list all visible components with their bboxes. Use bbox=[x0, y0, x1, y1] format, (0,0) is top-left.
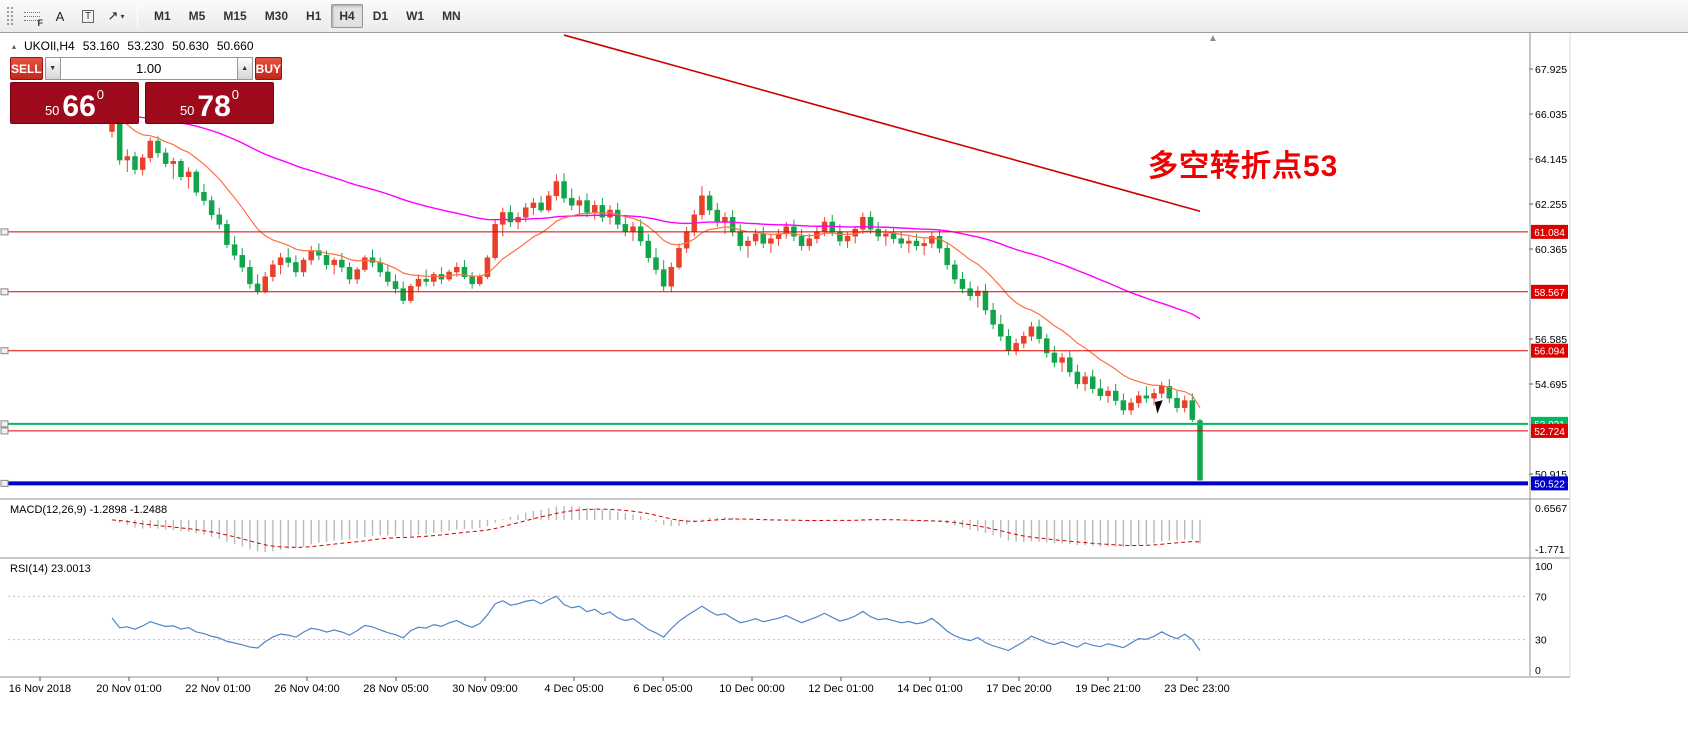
volume-input[interactable] bbox=[60, 57, 237, 80]
svg-text:0.6567: 0.6567 bbox=[1535, 503, 1567, 515]
buy-price-pipette: 0 bbox=[231, 87, 240, 102]
svg-text:52.724: 52.724 bbox=[1534, 427, 1565, 438]
svg-text:17 Dec 20:00: 17 Dec 20:00 bbox=[986, 683, 1051, 695]
horizontal-price-lines[interactable] bbox=[0, 228, 1528, 487]
rsi-label: RSI(14) 23.0013 bbox=[10, 563, 91, 575]
symbol-period: UKOIl,H4 bbox=[24, 39, 75, 53]
volume-decrease-button[interactable]: ▼ bbox=[44, 57, 61, 80]
toolbar: F A T ↗ ▾ M1 M5 M15 M30 H1 H4 D1 W1 MN bbox=[0, 0, 1688, 33]
buy-price-display[interactable]: 50 78 0 bbox=[145, 82, 274, 124]
sell-button[interactable]: SELL bbox=[10, 57, 43, 80]
text-label-tool-button[interactable]: T bbox=[75, 3, 101, 29]
text-tool-button[interactable]: A bbox=[47, 3, 73, 29]
timeframe-toolbar: M1 M5 M15 M30 H1 H4 D1 W1 MN bbox=[145, 4, 470, 28]
arrows-tool-button[interactable]: ↗ ▾ bbox=[103, 3, 129, 29]
svg-text:0: 0 bbox=[1535, 665, 1541, 677]
svg-text:50.522: 50.522 bbox=[1534, 479, 1565, 490]
dropdown-caret-icon: ▾ bbox=[120, 11, 125, 21]
one-click-trading-panel: SELL ▼ ▲ BUY 50 66 0 50 78 0 bbox=[10, 57, 283, 124]
timeframe-button-m1[interactable]: M1 bbox=[154, 9, 171, 23]
moving-averages bbox=[111, 111, 1201, 409]
svg-text:58.567: 58.567 bbox=[1534, 288, 1565, 299]
macd-label: MACD(12,26,9) -1.2898 -1.2488 bbox=[10, 504, 168, 516]
ohlc-low: 50.630 bbox=[172, 39, 209, 53]
descending-trendline[interactable] bbox=[563, 34, 1201, 213]
svg-text:62.255: 62.255 bbox=[1535, 199, 1567, 211]
svg-text:70: 70 bbox=[1535, 591, 1547, 603]
svg-text:16 Nov 2018: 16 Nov 2018 bbox=[9, 683, 71, 695]
fibonacci-tool-button[interactable]: F bbox=[19, 3, 45, 29]
ohlc-high: 53.230 bbox=[127, 39, 165, 53]
sell-price-big: 66 bbox=[62, 89, 96, 123]
svg-text:61.084: 61.084 bbox=[1534, 228, 1565, 239]
svg-text:26 Nov 04:00: 26 Nov 04:00 bbox=[274, 683, 339, 695]
svg-text:4 Dec 05:00: 4 Dec 05:00 bbox=[544, 683, 603, 695]
fibonacci-icon: F bbox=[24, 9, 43, 28]
volume-stepper: ▼ ▲ bbox=[44, 57, 253, 80]
svg-text:20 Nov 01:00: 20 Nov 01:00 bbox=[96, 683, 161, 695]
sell-price-display[interactable]: 50 66 0 bbox=[10, 82, 139, 124]
svg-text:54.695: 54.695 bbox=[1535, 379, 1567, 391]
buy-price-small: 50 bbox=[179, 103, 195, 119]
svg-text:14 Dec 01:00: 14 Dec 01:00 bbox=[897, 683, 962, 695]
svg-text:30 Nov 09:00: 30 Nov 09:00 bbox=[452, 683, 517, 695]
svg-text:6 Dec 05:00: 6 Dec 05:00 bbox=[633, 683, 692, 695]
ohlc-open: 53.160 bbox=[82, 39, 120, 53]
arrow-icon: ↗ bbox=[107, 8, 119, 23]
candlestick-series bbox=[109, 96, 1203, 481]
text-icon: A bbox=[55, 8, 65, 24]
svg-text:10 Dec 00:00: 10 Dec 00:00 bbox=[719, 683, 784, 695]
svg-text:23 Dec 23:00: 23 Dec 23:00 bbox=[1164, 683, 1229, 695]
svg-text:-1.771: -1.771 bbox=[1535, 544, 1565, 556]
timeframe-button-h4[interactable]: H4 bbox=[331, 4, 363, 28]
buy-button[interactable]: BUY bbox=[254, 57, 283, 80]
symbol-marker-icon: ▴ bbox=[12, 41, 17, 51]
toolbar-separator bbox=[137, 5, 138, 27]
timeframe-button-d1[interactable]: D1 bbox=[372, 9, 389, 23]
sell-price-small: 50 bbox=[44, 103, 60, 119]
ohlc-close: 50.660 bbox=[216, 39, 254, 53]
timeframe-button-m30[interactable]: M30 bbox=[264, 9, 289, 23]
volume-increase-button[interactable]: ▲ bbox=[236, 57, 253, 80]
svg-text:12 Dec 01:00: 12 Dec 01:00 bbox=[808, 683, 873, 695]
svg-text:56.094: 56.094 bbox=[1534, 347, 1565, 358]
svg-text:67.925: 67.925 bbox=[1535, 64, 1567, 76]
svg-text:100: 100 bbox=[1535, 561, 1553, 573]
svg-text:30: 30 bbox=[1535, 635, 1547, 647]
time-axis[interactable]: 16 Nov 2018 20 Nov 01:00 22 Nov 01:00 26 No… bbox=[9, 677, 1230, 695]
svg-text:28 Nov 05:00: 28 Nov 05:00 bbox=[363, 683, 428, 695]
svg-text:56.585: 56.585 bbox=[1535, 334, 1567, 346]
svg-text:22 Nov 01:00: 22 Nov 01:00 bbox=[185, 683, 250, 695]
rsi-indicator-window: 100 70 30 0 bbox=[8, 561, 1553, 677]
chart-ohlc-title: ▴ UKOIl,H4 53.160 53.230 50.630 50.660 bbox=[12, 39, 254, 53]
timeframe-button-h1[interactable]: H1 bbox=[306, 9, 322, 23]
chart-plot-area[interactable] bbox=[0, 33, 1570, 676]
chart-shift-marker-icon[interactable]: ▲ bbox=[1208, 33, 1218, 44]
svg-text:60.365: 60.365 bbox=[1535, 244, 1567, 256]
panel-dividers[interactable] bbox=[0, 33, 1571, 678]
sell-price-pipette: 0 bbox=[96, 87, 105, 102]
text-label-icon: T bbox=[81, 9, 95, 23]
price-scale[interactable]: 67.925 66.035 64.145 62.255 60.365 56.585 54.6… bbox=[1529, 64, 1568, 491]
buy-price-big: 78 bbox=[197, 89, 231, 123]
svg-text:64.145: 64.145 bbox=[1535, 154, 1567, 166]
macd-indicator-window: 0.6567 -1.771 bbox=[111, 503, 1567, 556]
toolbar-grip[interactable] bbox=[6, 6, 13, 26]
timeframe-button-mn[interactable]: MN bbox=[442, 9, 461, 23]
svg-text:19 Dec 21:00: 19 Dec 21:00 bbox=[1075, 683, 1140, 695]
timeframe-button-w1[interactable]: W1 bbox=[406, 9, 425, 23]
timeframe-button-m5[interactable]: M5 bbox=[188, 9, 206, 23]
fibonacci-letter: F bbox=[37, 17, 44, 28]
timeframe-button-m15[interactable]: M15 bbox=[223, 9, 247, 23]
chart-text-annotation[interactable]: 多空转折点53 bbox=[1148, 150, 1339, 183]
svg-text:66.035: 66.035 bbox=[1535, 109, 1567, 121]
